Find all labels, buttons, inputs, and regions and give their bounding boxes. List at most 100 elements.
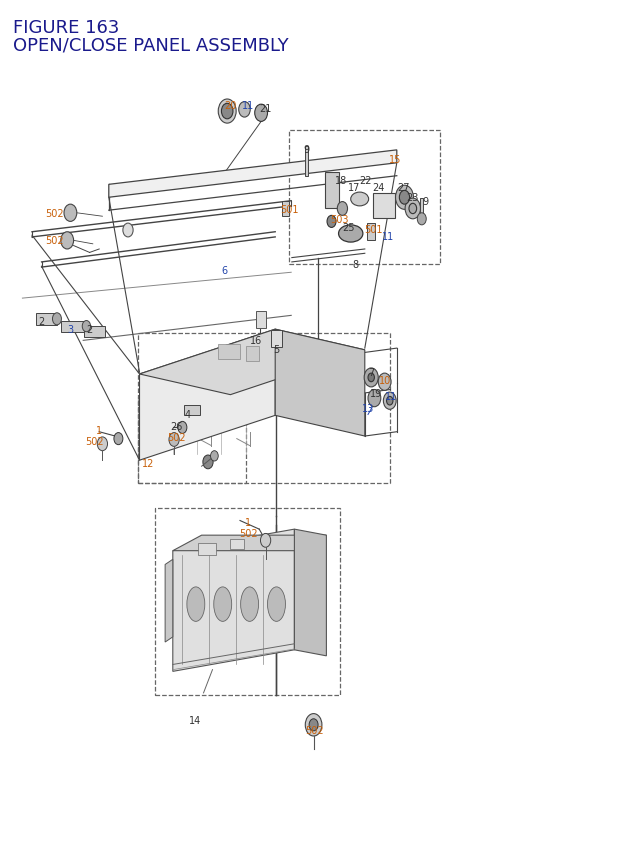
- Text: FIGURE 163: FIGURE 163: [13, 19, 119, 37]
- Circle shape: [64, 205, 77, 222]
- Text: 502: 502: [239, 529, 258, 539]
- Bar: [218, 344, 240, 360]
- Bar: [84, 326, 105, 338]
- Circle shape: [378, 374, 391, 391]
- Circle shape: [383, 393, 396, 410]
- Text: 11: 11: [242, 101, 255, 111]
- Bar: [271, 331, 282, 348]
- Bar: [61, 321, 86, 332]
- Circle shape: [417, 214, 426, 226]
- Text: 21: 21: [259, 103, 272, 114]
- Circle shape: [218, 100, 236, 124]
- Circle shape: [368, 374, 374, 382]
- Ellipse shape: [241, 587, 259, 622]
- Text: 7: 7: [368, 368, 374, 378]
- Ellipse shape: [339, 226, 363, 243]
- Polygon shape: [173, 536, 326, 551]
- Bar: [36, 313, 57, 325]
- Text: 9: 9: [303, 145, 310, 155]
- Text: 19: 19: [369, 388, 382, 399]
- Circle shape: [364, 369, 378, 387]
- Circle shape: [61, 232, 74, 250]
- Circle shape: [52, 313, 61, 325]
- Text: 22: 22: [359, 176, 372, 186]
- Ellipse shape: [268, 587, 285, 622]
- Bar: [246, 346, 259, 362]
- Text: 5: 5: [273, 344, 280, 355]
- Circle shape: [123, 224, 133, 238]
- Text: 20: 20: [224, 101, 237, 111]
- Circle shape: [169, 433, 179, 447]
- Bar: [230, 539, 244, 549]
- Circle shape: [97, 437, 108, 451]
- Circle shape: [211, 451, 218, 461]
- Ellipse shape: [214, 587, 232, 622]
- Bar: [155, 508, 340, 696]
- Text: 12: 12: [142, 458, 155, 468]
- Text: 18: 18: [335, 176, 348, 186]
- Bar: [138, 333, 390, 484]
- Circle shape: [387, 397, 393, 406]
- Text: 502: 502: [305, 725, 324, 735]
- Polygon shape: [373, 194, 395, 219]
- Text: 8: 8: [352, 259, 358, 269]
- Text: 24: 24: [372, 183, 385, 193]
- Circle shape: [368, 390, 381, 407]
- Text: 4: 4: [184, 410, 191, 420]
- Circle shape: [221, 104, 233, 120]
- Bar: [256, 312, 266, 329]
- Text: 501: 501: [364, 225, 382, 235]
- Text: 2: 2: [38, 317, 45, 327]
- Text: 502: 502: [45, 208, 64, 219]
- Ellipse shape: [187, 587, 205, 622]
- Text: 9: 9: [422, 196, 428, 207]
- Circle shape: [203, 455, 213, 469]
- Circle shape: [178, 422, 187, 434]
- Bar: [325, 173, 339, 209]
- Text: 14: 14: [189, 715, 202, 726]
- Bar: [138, 398, 246, 484]
- Circle shape: [405, 199, 420, 220]
- Text: 17: 17: [348, 183, 360, 193]
- Text: 10: 10: [378, 375, 391, 386]
- Circle shape: [83, 321, 91, 332]
- Bar: [420, 199, 423, 216]
- Circle shape: [255, 105, 268, 122]
- Text: 501: 501: [280, 205, 298, 215]
- Circle shape: [114, 433, 123, 445]
- Circle shape: [409, 204, 417, 214]
- Text: 502: 502: [45, 236, 64, 246]
- Text: 11: 11: [382, 232, 395, 242]
- Text: 1: 1: [245, 517, 252, 528]
- Ellipse shape: [351, 193, 369, 207]
- Bar: [184, 406, 200, 416]
- Text: 503: 503: [330, 214, 348, 225]
- Text: 25: 25: [342, 223, 355, 233]
- Text: 15: 15: [388, 155, 401, 165]
- Text: 1: 1: [96, 425, 102, 436]
- Polygon shape: [173, 530, 294, 672]
- Bar: [282, 201, 289, 217]
- Text: 13: 13: [362, 404, 374, 414]
- Text: 27: 27: [397, 183, 410, 193]
- Bar: [198, 543, 216, 555]
- Polygon shape: [294, 530, 326, 656]
- Circle shape: [239, 102, 250, 118]
- Text: 23: 23: [406, 193, 419, 203]
- Text: 502: 502: [166, 432, 186, 443]
- Text: 16: 16: [250, 336, 262, 346]
- Polygon shape: [275, 330, 365, 437]
- Text: 2: 2: [86, 325, 93, 335]
- Text: 502: 502: [85, 437, 104, 447]
- Text: 11: 11: [385, 391, 397, 401]
- Text: 6: 6: [221, 265, 227, 276]
- Circle shape: [327, 216, 336, 228]
- Circle shape: [337, 202, 348, 216]
- Polygon shape: [165, 560, 173, 642]
- Bar: [289, 131, 440, 264]
- Polygon shape: [109, 151, 397, 198]
- Bar: [305, 146, 308, 177]
- Circle shape: [260, 534, 271, 548]
- Circle shape: [305, 714, 322, 736]
- Polygon shape: [140, 330, 275, 461]
